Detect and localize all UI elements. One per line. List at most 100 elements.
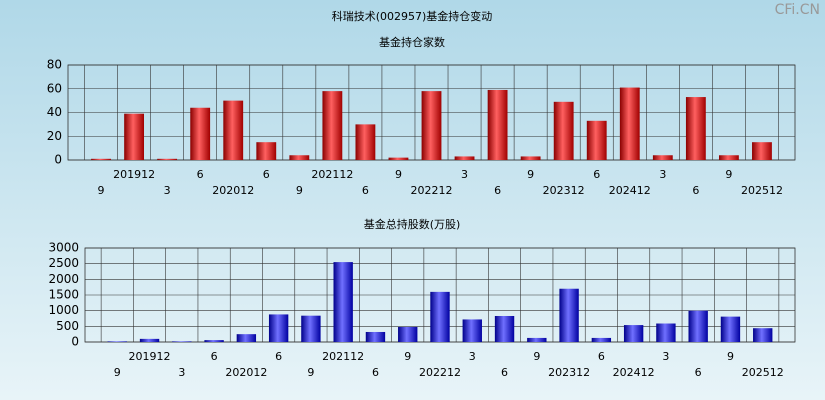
y-tick-label: 0 — [54, 153, 62, 167]
x-tick-label: 6 — [494, 184, 501, 197]
x-tick-label: 6 — [211, 350, 218, 363]
x-tick-label: 6 — [501, 366, 508, 379]
x-tick-label: 6 — [692, 184, 699, 197]
y-tick-label: 3000 — [48, 241, 79, 255]
x-tick-label: 6 — [372, 366, 379, 379]
bar — [559, 288, 579, 342]
bar — [91, 158, 111, 160]
bar — [223, 100, 244, 160]
chart-title: 基金总持股数(万股) — [364, 217, 461, 231]
y-tick-label: 60 — [47, 81, 62, 95]
x-tick-label: 202512 — [741, 184, 783, 197]
bar — [301, 315, 321, 342]
y-tick-label: 1500 — [48, 288, 79, 302]
x-tick-label: 6 — [362, 184, 369, 197]
y-tick-label: 2500 — [48, 256, 79, 270]
x-tick-label: 9 — [307, 366, 314, 379]
bar — [124, 113, 145, 160]
bar — [752, 142, 772, 160]
x-tick-label: 9 — [527, 168, 534, 181]
y-tick-label: 20 — [47, 129, 62, 143]
bar — [430, 291, 450, 342]
x-tick-label: 9 — [395, 168, 402, 181]
bar — [172, 341, 192, 342]
bar — [685, 97, 706, 160]
y-tick-label: 1000 — [48, 303, 79, 317]
x-tick-label: 201912 — [113, 168, 155, 181]
bar — [256, 142, 277, 160]
bar — [139, 338, 160, 342]
y-tick-label: 40 — [47, 105, 62, 119]
x-tick-label: 3 — [461, 168, 468, 181]
bar — [753, 328, 773, 342]
y-tick-label: 80 — [47, 58, 62, 72]
x-tick-label: 202312 — [543, 184, 585, 197]
x-tick-label: 6 — [263, 168, 270, 181]
bar — [421, 91, 442, 160]
x-tick-label: 3 — [659, 168, 666, 181]
x-tick-label: 3 — [469, 350, 476, 363]
bar — [289, 155, 310, 160]
bar — [204, 340, 224, 342]
x-tick-label: 6 — [275, 350, 282, 363]
bar — [333, 262, 353, 342]
x-tick-label: 202512 — [742, 366, 784, 379]
y-tick-label: 2000 — [48, 272, 79, 286]
bar — [619, 87, 640, 160]
x-tick-label: 9 — [296, 184, 303, 197]
bar — [454, 156, 475, 160]
y-tick-label: 500 — [56, 319, 79, 333]
x-tick-label: 202112 — [322, 350, 364, 363]
bar — [322, 91, 343, 160]
bar — [718, 155, 739, 160]
bar — [355, 124, 376, 160]
x-tick-label: 202212 — [411, 184, 453, 197]
bar — [591, 337, 612, 342]
bar — [388, 157, 409, 160]
x-tick-label: 3 — [164, 184, 171, 197]
bar — [157, 158, 178, 160]
x-tick-label: 202412 — [609, 184, 651, 197]
x-tick-label: 3 — [178, 366, 185, 379]
bar — [236, 334, 257, 342]
x-tick-label: 9 — [404, 350, 411, 363]
bar — [652, 155, 673, 160]
bar — [462, 319, 482, 342]
x-tick-label: 9 — [114, 366, 121, 379]
x-tick-label: 202412 — [613, 366, 655, 379]
x-tick-label: 202112 — [311, 168, 353, 181]
x-tick-label: 9 — [727, 350, 734, 363]
bar — [656, 323, 676, 342]
bar — [553, 101, 574, 160]
bar — [398, 326, 418, 342]
x-tick-label: 9 — [725, 168, 732, 181]
x-tick-label: 202012 — [225, 366, 267, 379]
x-tick-label: 6 — [695, 366, 702, 379]
bar — [487, 89, 508, 160]
bar — [365, 331, 386, 342]
x-tick-label: 202012 — [212, 184, 254, 197]
bar — [107, 341, 127, 342]
bar — [520, 156, 541, 160]
bar — [623, 325, 644, 342]
x-tick-label: 202212 — [419, 366, 461, 379]
chart-title: 基金持仓家数 — [379, 35, 445, 49]
x-tick-label: 6 — [197, 168, 204, 181]
x-tick-label: 6 — [598, 350, 605, 363]
bar — [720, 316, 741, 342]
bar — [586, 120, 607, 160]
bar — [268, 314, 289, 342]
x-tick-label: 202312 — [548, 366, 590, 379]
x-tick-label: 6 — [593, 168, 600, 181]
bar — [688, 310, 708, 342]
x-tick-label: 9 — [533, 350, 540, 363]
x-tick-label: 3 — [662, 350, 669, 363]
bar — [527, 337, 547, 342]
page-title: 科瑞技术(002957)基金持仓变动 — [332, 9, 493, 23]
x-tick-label: 9 — [98, 184, 105, 197]
x-tick-label: 201912 — [129, 350, 171, 363]
y-tick-label: 0 — [71, 335, 79, 349]
bar — [190, 107, 211, 160]
watermark: CFi.CN — [775, 2, 820, 18]
